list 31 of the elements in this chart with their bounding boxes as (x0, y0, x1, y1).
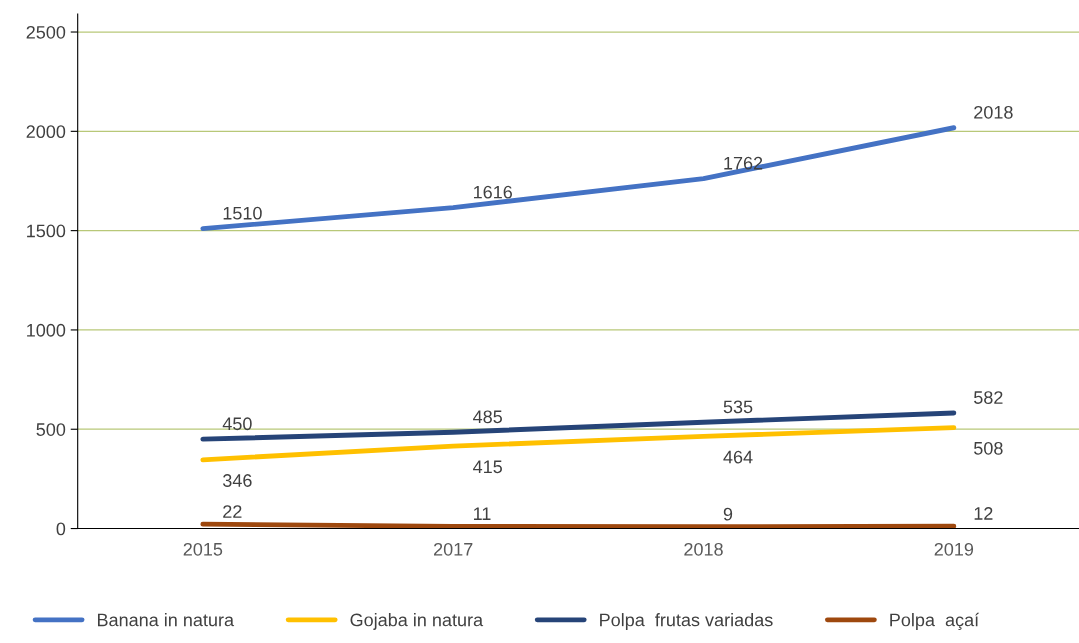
y-tick-label: 2500 (26, 25, 66, 39)
data-label: 485 (473, 410, 502, 424)
data-label: 464 (723, 450, 753, 464)
data-label: 450 (222, 417, 252, 431)
data-label: 22 (223, 505, 242, 518)
data-label: 535 (723, 400, 753, 414)
x-tick-label: 2019 (934, 542, 974, 556)
data-label: 582 (974, 391, 1003, 404)
data-label: 1616 (474, 185, 512, 199)
x-tick-label: 2017 (434, 542, 473, 556)
data-label: 346 (222, 474, 252, 487)
y-tick-label: 1500 (27, 224, 66, 238)
y-tick-label: 500 (36, 423, 66, 436)
y-tick-label: 0 (56, 522, 66, 536)
data-label: 1762 (724, 156, 763, 170)
data-label: 2018 (974, 105, 1013, 119)
x-tick-label: 2018 (684, 542, 723, 556)
data-label: 12 (974, 507, 993, 520)
line-series (200, 125, 957, 232)
legend-label: Banana in natura (97, 613, 235, 627)
y-tick-label: 1000 (27, 323, 66, 337)
data-label: 9 (723, 507, 733, 521)
data-label: 1510 (223, 206, 262, 220)
data-label: 508 (974, 441, 1003, 455)
data-label: 415 (473, 460, 502, 474)
x-tick-label: 2015 (183, 542, 223, 556)
y-tick-label: 2000 (26, 125, 66, 139)
legend-label: Gojaba in natura (350, 613, 484, 630)
legend-label: Polpa frutas variadas (600, 613, 773, 630)
legend-label: Polpa açaí (890, 612, 980, 630)
data-label: 11 (474, 507, 491, 520)
